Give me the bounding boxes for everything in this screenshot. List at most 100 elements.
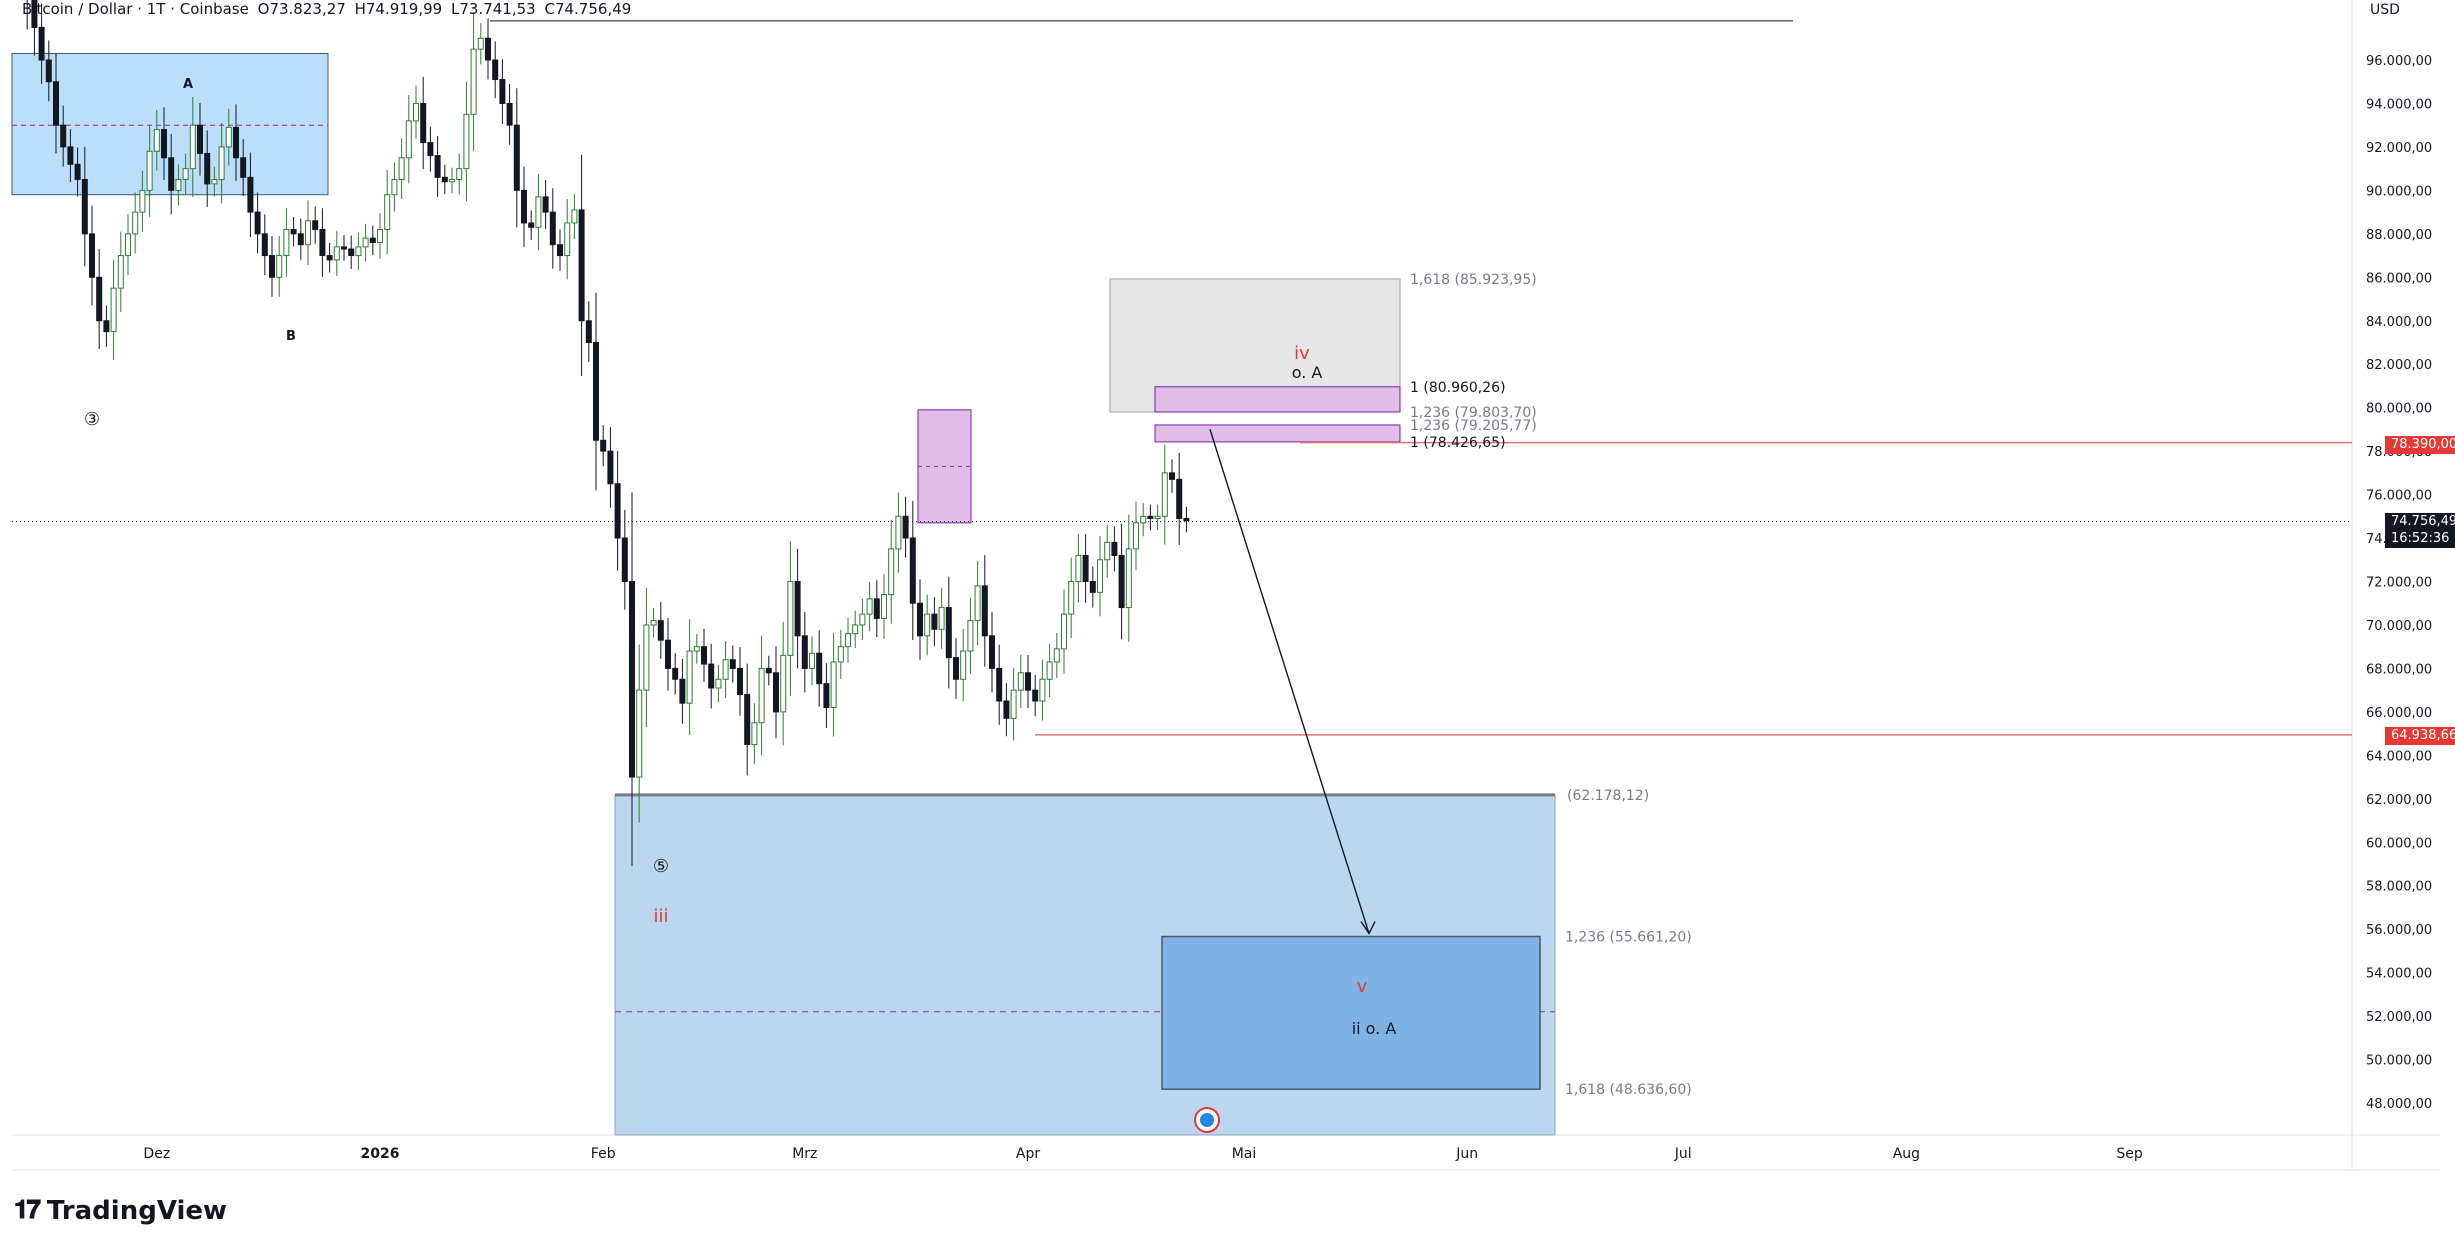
candle-body bbox=[1039, 678, 1046, 702]
candle-body bbox=[413, 102, 419, 122]
candle-body bbox=[290, 228, 297, 235]
candle-body bbox=[535, 196, 542, 228]
candle-body bbox=[542, 196, 549, 213]
candle-body bbox=[585, 320, 592, 343]
candle-body bbox=[117, 255, 124, 289]
candle-body bbox=[103, 320, 110, 333]
candle-body bbox=[305, 220, 311, 246]
candle-body bbox=[600, 439, 607, 452]
candle-body bbox=[737, 667, 743, 695]
candle-body bbox=[1032, 689, 1039, 702]
wave-oA-label: o. A bbox=[1292, 363, 1323, 382]
candle-body bbox=[513, 124, 520, 191]
y-tick-label: 70.000,00 bbox=[2366, 619, 2432, 634]
currency-label[interactable]: USD bbox=[2370, 2, 2400, 18]
candle-body bbox=[909, 537, 916, 604]
candle-body bbox=[852, 624, 859, 635]
fib-level-label: 1 (80.960,26) bbox=[1410, 380, 1506, 396]
candle-body bbox=[974, 585, 981, 622]
y-tick-label: 64.000,00 bbox=[2366, 749, 2432, 764]
candle-body bbox=[629, 581, 635, 778]
resistance-price-tag: 78.390,00 bbox=[2385, 436, 2455, 454]
y-tick-label: 76.000,00 bbox=[2366, 489, 2432, 504]
x-tick-label: Apr bbox=[1016, 1146, 1040, 1162]
candle-body bbox=[276, 255, 283, 278]
candle-body bbox=[1147, 515, 1154, 519]
candle-body bbox=[773, 672, 779, 713]
candle-body bbox=[74, 163, 81, 181]
x-tick-label: 2026 bbox=[361, 1146, 400, 1162]
candle-body bbox=[931, 613, 938, 630]
candle-body bbox=[1154, 515, 1161, 519]
wave-3-label: ③ bbox=[84, 409, 100, 430]
candle-body bbox=[348, 248, 355, 257]
candle-body bbox=[751, 722, 758, 745]
fib-level-label: 1,236 (79.803,70) bbox=[1410, 405, 1537, 421]
candle-body bbox=[369, 237, 376, 244]
candle-body bbox=[341, 246, 347, 250]
candle-body bbox=[384, 194, 391, 230]
pink-zone-lower bbox=[1154, 424, 1401, 443]
candle-body bbox=[953, 657, 959, 680]
candle-body bbox=[521, 189, 527, 224]
candle-body bbox=[1075, 554, 1082, 582]
candle-body bbox=[125, 233, 131, 257]
candle-body bbox=[780, 654, 787, 713]
candle-body bbox=[506, 102, 513, 126]
candle-body bbox=[614, 483, 621, 539]
x-tick-label: Mrz bbox=[792, 1146, 817, 1162]
y-tick-label: 82.000,00 bbox=[2366, 358, 2432, 373]
open-value: 73.823,27 bbox=[269, 0, 346, 18]
candle-body bbox=[657, 620, 664, 641]
candle-body bbox=[701, 646, 707, 665]
projection-arrowhead bbox=[1360, 921, 1376, 935]
fib-level-label: 1,236 (55.661,20) bbox=[1565, 930, 1692, 946]
candle-body bbox=[859, 613, 866, 626]
candle-body bbox=[837, 646, 844, 663]
candle-body bbox=[888, 548, 895, 596]
candle-body bbox=[765, 667, 772, 674]
candle-body bbox=[1082, 554, 1089, 582]
tradingview-brand[interactable]: 𝟏𝟕 TradingView bbox=[14, 1195, 227, 1226]
candle-body bbox=[319, 228, 326, 257]
x-tick-label: Aug bbox=[1893, 1146, 1920, 1162]
y-tick-label: 68.000,00 bbox=[2366, 662, 2432, 677]
close-value: 74.756,49 bbox=[554, 0, 632, 18]
candle-body bbox=[197, 124, 203, 154]
candle-body bbox=[809, 652, 815, 669]
y-tick-label: 94.000,00 bbox=[2366, 97, 2432, 112]
y-tick-label: 48.000,00 bbox=[2366, 1097, 2432, 1112]
candle-body bbox=[60, 124, 67, 148]
candle-body bbox=[470, 48, 477, 115]
candle-body bbox=[650, 620, 657, 626]
candle-body bbox=[254, 211, 261, 235]
y-tick-label: 50.000,00 bbox=[2366, 1054, 2432, 1069]
candle-body bbox=[593, 341, 599, 441]
candle-body bbox=[161, 129, 167, 159]
candle-body bbox=[621, 537, 628, 583]
y-tick-label: 72.000,00 bbox=[2366, 576, 2432, 591]
y-tick-label: 92.000,00 bbox=[2366, 141, 2432, 156]
y-tick-label: 52.000,00 bbox=[2366, 1010, 2432, 1025]
wave-v-label: v bbox=[1357, 976, 1368, 997]
candle-body bbox=[362, 237, 369, 248]
low-value: 73.741,53 bbox=[459, 0, 536, 18]
candle-body bbox=[845, 633, 851, 648]
candle-body bbox=[744, 693, 751, 745]
candle-body bbox=[1111, 541, 1118, 556]
candle-body bbox=[571, 209, 578, 224]
candle-body bbox=[269, 255, 275, 278]
candle-body bbox=[312, 220, 319, 230]
candle-body bbox=[153, 129, 160, 152]
candle-body bbox=[758, 667, 765, 724]
candle-body bbox=[1061, 613, 1067, 650]
candle-body bbox=[441, 176, 448, 183]
candle-body bbox=[1068, 581, 1075, 615]
candle-body bbox=[1053, 648, 1060, 663]
candle-body bbox=[1176, 478, 1183, 519]
candle-body bbox=[722, 659, 729, 680]
y-tick-label: 90.000,00 bbox=[2366, 184, 2432, 199]
candle-body bbox=[665, 639, 671, 669]
candle-body bbox=[297, 233, 304, 246]
